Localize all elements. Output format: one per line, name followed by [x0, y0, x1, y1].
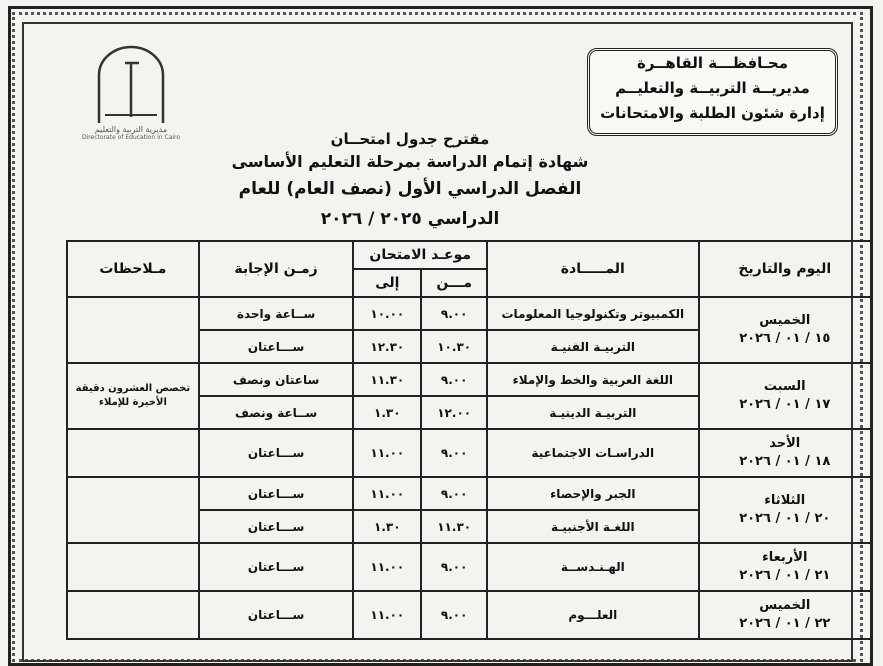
header-duration: زمـن الإجابة — [197, 240, 355, 298]
to-cell: ١١.٣٠ — [352, 362, 423, 397]
table-row: الأربعاء ٢١ / ٠١ / ٢٠٢٦ الهـنـدســة ٩.٠٠ ١١.… — [66, 542, 872, 592]
duration-cell: ســـاعتان — [197, 476, 355, 511]
day-name: الثلاثاء — [764, 493, 806, 508]
to-cell: ١١.٠٠ — [352, 590, 423, 640]
duration-cell: ساعتان ونصف — [197, 362, 355, 397]
subject-cell: الجبر والإحصاء — [486, 476, 700, 511]
day-name: السبت — [763, 379, 806, 394]
day-cell: الثلاثاء ٢٠ / ٠١ / ٢٠٢٦ — [697, 476, 872, 544]
header-subject: المـــــادة — [486, 240, 700, 298]
subject-cell: الهـنـدســة — [486, 542, 700, 592]
to-cell: ١٢.٣٠ — [352, 329, 423, 364]
from-cell: ٩.٠٠ — [420, 542, 489, 592]
logo-sub-en: Directorate of Education in Cairo — [81, 134, 181, 141]
duration-cell: ســـاعتان — [197, 428, 355, 478]
to-cell: ١.٣٠ — [352, 395, 423, 430]
department: إدارة شئون الطلبة والامتحانات — [600, 104, 825, 122]
day-cell: السبت ١٧ / ٠١ / ٢٠٢٦ — [697, 362, 872, 430]
table-row: الخميس ١٥ / ٠١ / ٢٠٢٦ الكمبيوتر وتكنولوجيا… — [66, 296, 872, 364]
day-date: ٢٠ / ٠١ / ٢٠٢٦ — [739, 511, 831, 526]
table-row: السبت ١٧ / ٠١ / ٢٠٢٦ اللغة العربية والخط و… — [66, 362, 872, 430]
duration-cell: ســـاعتان — [197, 329, 355, 364]
duration-cell: ســاعة ونصف — [197, 395, 355, 430]
from-cell: ٩.٠٠ — [420, 476, 489, 511]
subject-cell: العلـــوم — [486, 590, 700, 640]
table-row: الأحد ١٨ / ٠١ / ٢٠٢٦ الدراسـات الاجتماعية ٩… — [66, 428, 872, 478]
from-cell: ١٢.٠٠ — [420, 395, 489, 430]
table-row: اللغـة الأجنبيـة ١١.٣٠ ١.٣٠ ســـاعتان — [67, 509, 871, 544]
header-to: إلى — [352, 268, 423, 298]
day-cell: الأحد ١٨ / ٠١ / ٢٠٢٦ — [697, 428, 872, 478]
document-titles: مقترح جدول امتحــان شهادة إتمام الدراسة … — [200, 128, 620, 234]
logo-sub-ar: مديرية التربية والتعليم — [94, 125, 168, 134]
day-date: ١٥ / ٠١ / ٢٠٢٦ — [739, 331, 831, 346]
duration-cell: ســاعة واحدة — [197, 296, 355, 331]
title-certificate: شهادة إتمام الدراسة بمرحلة التعليم الأسا… — [231, 152, 589, 171]
from-cell: ٩.٠٠ — [420, 428, 489, 478]
from-cell: ١٠.٣٠ — [420, 329, 489, 364]
subject-cell: اللغة العربية والخط والإملاء — [486, 362, 700, 397]
day-name: الأحد — [769, 436, 801, 451]
subject-cell: اللغـة الأجنبيـة — [486, 509, 700, 544]
subject-cell: التربيـة الفنيـة — [486, 329, 700, 364]
day-cell: الخميس ٢٢ / ٠١ / ٢٠٢٦ — [697, 590, 872, 640]
header-notes: مـلاحظات — [66, 240, 200, 298]
to-cell: ١١.٠٠ — [352, 542, 423, 592]
notes-cell — [66, 542, 200, 592]
directorate: مديريــة التربيــة والتعليــم — [615, 79, 810, 97]
notes-cell — [66, 428, 200, 478]
subject-cell: الدراسـات الاجتماعية — [486, 428, 700, 478]
governorate: محـافظـــة القاهــرة — [636, 54, 789, 72]
title-term: الفصل الدراسي الأول (نصف العام) للعام ال… — [238, 179, 582, 229]
day-date: ١٨ / ٠١ / ٢٠٢٦ — [739, 454, 831, 469]
day-cell: الخميس ١٥ / ٠١ / ٢٠٢٦ — [697, 296, 872, 364]
day-name: الأربعاء — [762, 550, 808, 565]
day-date: ٢٢ / ٠١ / ٢٠٢٦ — [739, 616, 831, 631]
day-name: الخميس — [759, 598, 811, 613]
exam-schedule-table: اليوم والتاريخ المـــــادة موعـد الامتحا… — [66, 240, 872, 640]
table-row: التربيـة الدينيـة ١٢.٠٠ ١.٣٠ ســاعة ونصف — [67, 395, 871, 430]
duration-cell: ســـاعتان — [197, 542, 355, 592]
arch-logo-icon — [97, 45, 165, 123]
to-cell: ١٠.٠٠ — [352, 296, 423, 331]
header-time: موعـد الامتحان — [352, 240, 489, 270]
header-day: اليوم والتاريخ — [697, 240, 872, 298]
notes-cell — [66, 296, 200, 364]
table-row: التربيـة الفنيـة ١٠.٣٠ ١٢.٣٠ ســـاعتان — [67, 329, 871, 364]
header-from: مـــن — [420, 268, 489, 298]
from-cell: ٩.٠٠ — [420, 590, 489, 640]
subject-cell: الكمبيوتر وتكنولوجيا المعلومات — [486, 296, 700, 331]
day-date: ١٧ / ٠١ / ٢٠٢٦ — [739, 397, 831, 412]
table-row: الخميس ٢٢ / ٠١ / ٢٠٢٦ العلـــوم ٩.٠٠ ١١.٠٠ سـ… — [66, 590, 872, 640]
to-cell: ١١.٠٠ — [352, 428, 423, 478]
to-cell: ١١.٠٠ — [352, 476, 423, 511]
table-row: الثلاثاء ٢٠ / ٠١ / ٢٠٢٦ الجبر والإحصاء ٩.٠٠… — [66, 476, 872, 544]
day-name: الخميس — [759, 313, 811, 328]
logo: مديرية التربية والتعليم Directorate of E… — [72, 45, 190, 155]
to-cell: ١.٣٠ — [352, 509, 423, 544]
duration-cell: ســـاعتان — [197, 590, 355, 640]
notes-cell: تخصص العشرون دقيقة الأخيرة للإملاء — [66, 362, 200, 430]
day-cell: الأربعاء ٢١ / ٠١ / ٢٠٢٦ — [697, 542, 872, 592]
issuer-box: محـافظـــة القاهــرة مديريــة التربيــة … — [587, 48, 838, 136]
title-proposal: مقترح جدول امتحــان — [330, 130, 490, 148]
notes-cell — [66, 476, 200, 544]
duration-cell: ســـاعتان — [197, 509, 355, 544]
from-cell: ٩.٠٠ — [420, 362, 489, 397]
notes-cell — [66, 590, 200, 640]
subject-cell: التربيـة الدينيـة — [486, 395, 700, 430]
from-cell: ١١.٣٠ — [420, 509, 489, 544]
from-cell: ٩.٠٠ — [420, 296, 489, 331]
day-date: ٢١ / ٠١ / ٢٠٢٦ — [739, 568, 831, 583]
